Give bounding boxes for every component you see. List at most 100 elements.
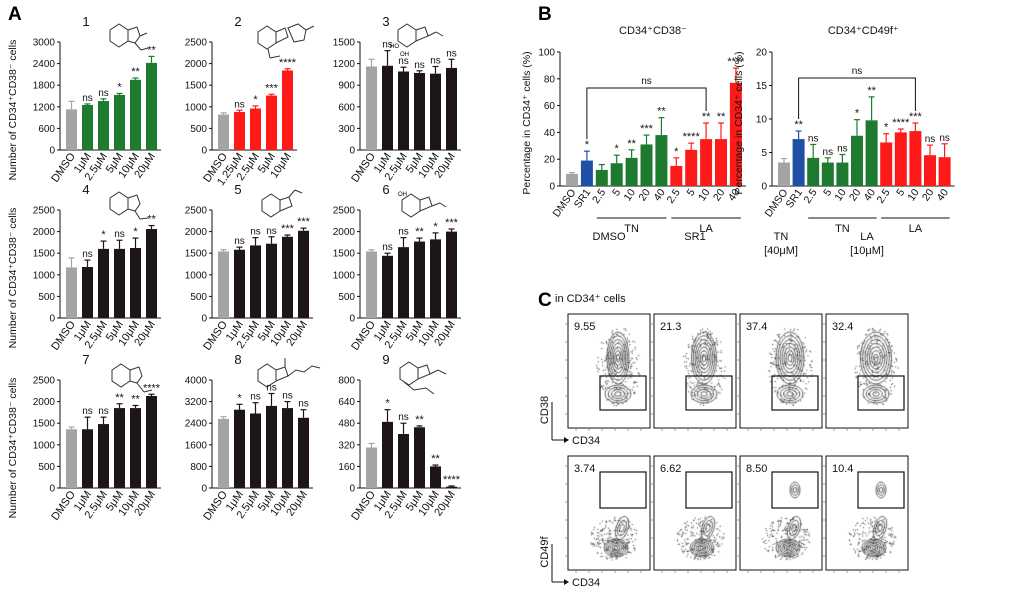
significance-label-a8-1: * <box>237 392 242 404</box>
y-tick-label-a9-0: 0 <box>349 484 355 495</box>
y-tick-label-b1-1: 20 <box>544 155 556 166</box>
y-tick-label-b2-4: 20 <box>756 48 768 59</box>
y-tick-label-a8-0: 0 <box>201 484 207 495</box>
significance-label-b2-11: ns <box>939 133 950 144</box>
significance-label-b2-6: ** <box>867 85 876 97</box>
y-tick-label-a5-3: 1500 <box>185 249 208 260</box>
significance-label-a2-2: * <box>253 94 258 106</box>
flow-gate-value-row1-col1: 21.3 <box>660 321 681 333</box>
chart-title-b1: CD34⁺CD38⁻ <box>619 25 687 37</box>
y-tick-label-a4-1: 500 <box>38 292 55 303</box>
y-tick-label-a7-0: 0 <box>49 484 55 495</box>
y-tick-label-a2-4: 2000 <box>185 59 208 70</box>
significance-label-b2-8: **** <box>892 117 910 129</box>
y-tick-label-a9-1: 160 <box>338 462 355 473</box>
bar-a5-0 <box>218 251 229 318</box>
y-tick-label-a6-0: 0 <box>349 314 355 325</box>
significance-label-a5-2: ns <box>250 227 261 238</box>
bar-a2-4 <box>282 70 293 150</box>
significance-label-b1-8: **** <box>683 131 701 143</box>
chart-a2: 205001000150020002500DMSOns1.25μM*2.5μM*… <box>185 14 297 188</box>
significance-label-b1-1: * <box>585 139 590 151</box>
significance-label-a9-1: * <box>385 398 390 410</box>
bar-a7-0 <box>66 429 77 488</box>
y-tick-label-a1-2: 1200 <box>33 102 56 113</box>
significance-label-a4-2: * <box>101 229 106 241</box>
significance-label-a7-3: ** <box>115 392 124 404</box>
bracket-label-b2: ns <box>852 66 863 77</box>
y-tick-label-a4-2: 1000 <box>33 270 56 281</box>
bar-a8-0 <box>218 418 229 488</box>
chart-b2: CD34⁺CD49f⁺ 0 5 10 15 20 Percentage in CD34⁺ c… <box>733 25 955 235</box>
bar-b1-5 <box>640 144 653 186</box>
y-tick-label-a2-0: 0 <box>201 146 207 157</box>
panel-label-b: B <box>538 4 552 25</box>
bar-a8-4 <box>282 408 293 488</box>
bar-b2-4 <box>836 162 849 186</box>
bar-a8-1 <box>234 409 245 488</box>
chart-title-a3: 3 <box>382 14 389 29</box>
structure-icon-5 <box>261 189 303 218</box>
significance-label-a6-5: *** <box>445 217 459 229</box>
significance-label-a4-3: ns <box>114 229 125 240</box>
bar-b2-0 <box>778 162 790 186</box>
significance-label-a7-2: ns <box>98 406 109 417</box>
bar-a6-0 <box>366 251 377 318</box>
bar-a9-5 <box>446 486 457 488</box>
significance-label-a2-1: ns <box>234 99 245 110</box>
y-tick-label-b2-2: 10 <box>756 115 768 126</box>
x-tick-label-b2-10: 20 <box>920 187 937 204</box>
chart-title-a6: 6 <box>382 182 389 197</box>
significance-label-a9-2: ns <box>398 412 409 423</box>
bar-b2-8 <box>894 132 907 186</box>
flow-x-axis-label-row1: CD34 <box>572 435 600 447</box>
chart-a6: 605001000150020002500DMSOns1μMns2.5μM**5… <box>333 182 461 353</box>
group-label-tn-b1: TN <box>624 223 639 235</box>
significance-label-a3-1: ns <box>382 40 393 51</box>
significance-label-b1-6: ** <box>657 106 666 118</box>
flow-y-axis-label-row2: CD49f <box>539 535 551 567</box>
significance-label-a8-2: ns <box>250 392 261 403</box>
group-label-tn-b2: TN <box>835 223 850 235</box>
significance-label-b2-4: ns <box>837 144 848 155</box>
y-tick-label-a1-4: 2400 <box>33 59 56 70</box>
bar-a1-1 <box>82 105 93 150</box>
bar-a6-5 <box>446 231 457 318</box>
bar-a6-2 <box>398 247 409 318</box>
significance-label-b2-5: * <box>855 108 860 120</box>
svg-text:OH: OH <box>398 192 407 198</box>
significance-label-a8-5: ns <box>298 399 309 410</box>
y-tick-label-a6-2: 1000 <box>333 270 356 281</box>
chart-a3: 3030060090012001500DMSOns1μMns2.5μMns5μM… <box>333 14 461 185</box>
bar-a3-5 <box>446 67 457 150</box>
bar-a4-4 <box>130 248 141 318</box>
significance-label-a9-4: ** <box>431 453 440 465</box>
chart-title-b2: CD34⁺CD49f⁺ <box>828 25 899 37</box>
bar-a2-2 <box>250 108 261 150</box>
bar-a4-1 <box>82 267 93 318</box>
flow-y-axis-label-row1: CD38 <box>539 396 551 424</box>
significance-label-a3-5: ns <box>446 48 457 59</box>
y-axis-label-a7: Number of CD34⁺CD38⁻ cells <box>7 378 19 519</box>
significance-label-a3-4: ns <box>430 55 441 66</box>
significance-label-b2-1: ** <box>794 119 803 131</box>
significance-label-a5-4: *** <box>281 223 295 235</box>
bar-b2-1 <box>792 139 805 186</box>
significance-label-b2-7: * <box>884 122 889 134</box>
y-tick-label-b2-1: 5 <box>761 148 767 159</box>
bar-b2-9 <box>909 131 922 186</box>
x-tick-label-b1-6: 40 <box>651 187 668 204</box>
bar-b1-7 <box>670 165 683 186</box>
chart-title-a9: 9 <box>382 352 389 367</box>
significance-label-a1-2: ns <box>98 88 109 99</box>
chart-title-a7: 7 <box>82 352 89 367</box>
y-tick-label-a9-3: 480 <box>338 419 355 430</box>
x-tick-label-b2-2: 2.5 <box>801 187 819 206</box>
bar-a3-0 <box>366 66 377 150</box>
y-tick-label-a7-2: 1000 <box>33 440 56 451</box>
y-tick-label-a7-3: 1500 <box>33 419 56 430</box>
x-tick-label-b1-2: 2.5 <box>590 187 608 206</box>
bar-b2-5 <box>851 135 863 186</box>
